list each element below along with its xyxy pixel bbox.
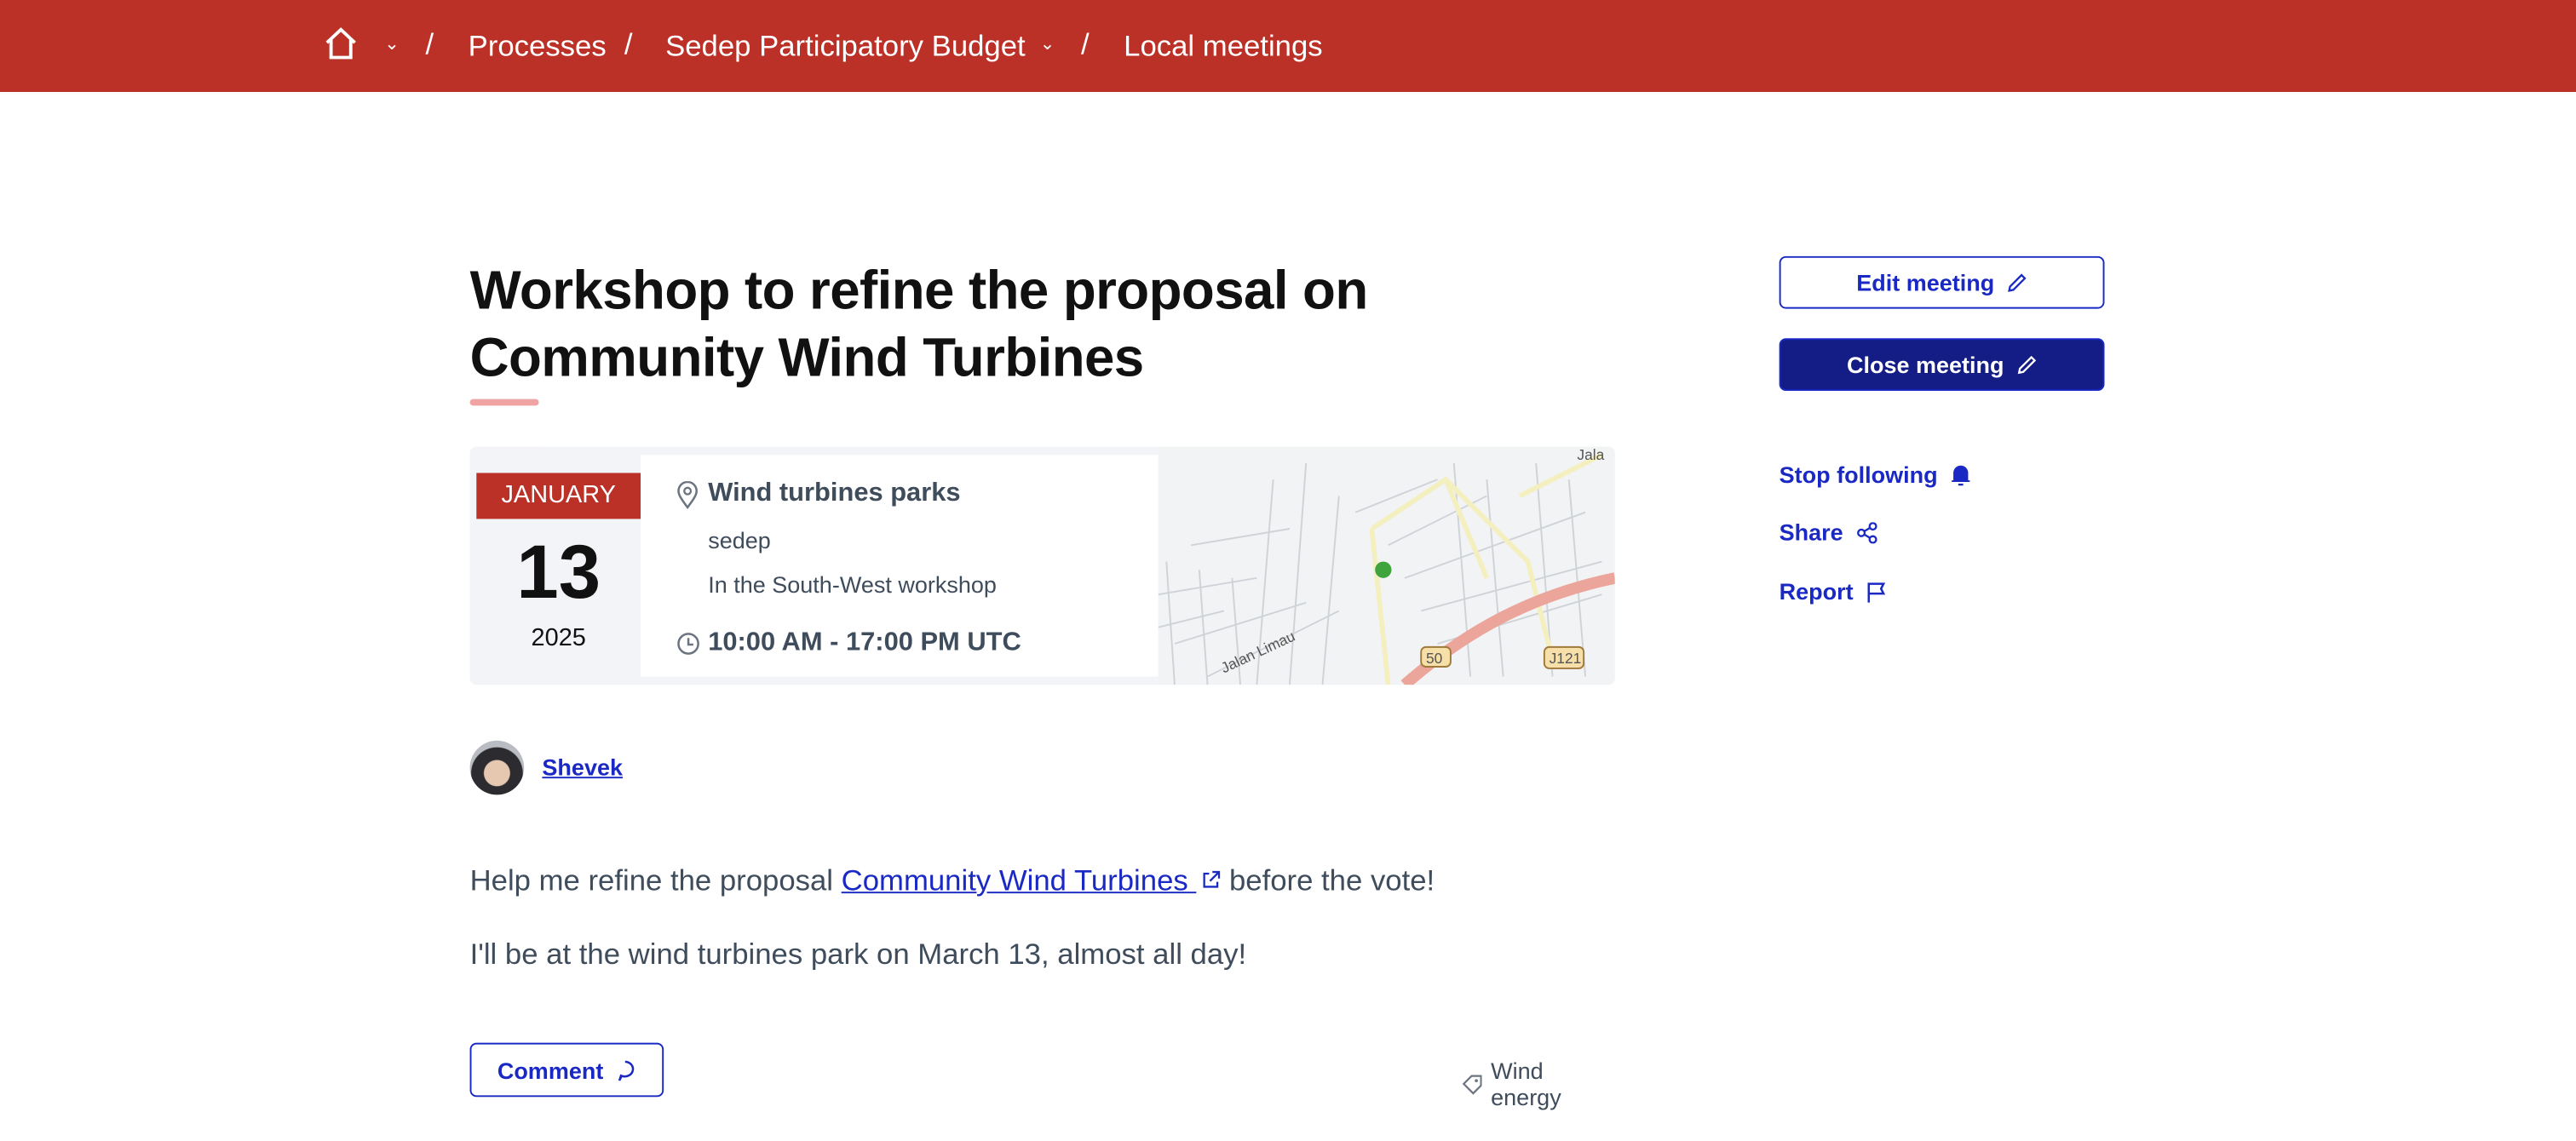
map-label-road-j121: J121 bbox=[1550, 650, 1582, 667]
breadcrumb-separator: / bbox=[425, 27, 434, 61]
map-label-road-50: 50 bbox=[1426, 650, 1442, 667]
comment-button[interactable]: Comment bbox=[469, 1042, 664, 1098]
date-month: JANUARY bbox=[476, 473, 641, 519]
meeting-info: Wind turbines parks sedep In the South-W… bbox=[641, 455, 1159, 677]
report-button[interactable]: Report bbox=[1780, 578, 1887, 605]
chevron-down-icon[interactable]: ⌄ bbox=[1039, 34, 1055, 54]
breadcrumb-local-meetings[interactable]: Local meetings bbox=[1124, 29, 1323, 63]
tag-icon bbox=[1462, 1074, 1482, 1094]
map-marker[interactable] bbox=[1375, 561, 1392, 578]
tag-wind-energy[interactable]: Wind energy bbox=[1462, 1058, 1614, 1110]
tag-label: Wind energy bbox=[1491, 1057, 1561, 1110]
location-pin-icon bbox=[677, 481, 698, 509]
comment-label: Comment bbox=[497, 1057, 604, 1083]
pencil-icon bbox=[2008, 273, 2027, 292]
breadcrumb-processes[interactable]: Processes bbox=[468, 29, 607, 63]
map-label-street-2: Jala bbox=[1577, 447, 1604, 463]
meeting-card: JANUARY 13 2025 Wind turbines parks sede… bbox=[469, 446, 1615, 685]
location-name: Wind turbines parks bbox=[708, 479, 961, 507]
external-link-icon bbox=[1203, 870, 1221, 888]
edit-meeting-button[interactable]: Edit meeting bbox=[1779, 255, 2105, 309]
edit-label: Edit meeting bbox=[1856, 269, 1995, 296]
bell-icon bbox=[1952, 465, 1971, 486]
top-bar: ⌄ / Processes / Sedep Participatory Budg… bbox=[0, 0, 2576, 92]
location-address: sedep bbox=[708, 527, 771, 553]
share-icon bbox=[1856, 521, 1877, 543]
date-year: 2025 bbox=[531, 623, 586, 652]
pencil-icon bbox=[2017, 355, 2036, 375]
description-text: before the vote! bbox=[1221, 863, 1435, 897]
breadcrumb-process[interactable]: Sedep Participatory Budget bbox=[665, 29, 1026, 63]
share-label: Share bbox=[1779, 519, 1843, 546]
description-paragraph-2: I'll be at the wind turbines park on Mar… bbox=[469, 937, 1247, 971]
clock-icon bbox=[677, 633, 699, 655]
avatar[interactable] bbox=[469, 740, 525, 795]
description-paragraph: Help me refine the proposal Community Wi… bbox=[470, 863, 1435, 898]
title-underline bbox=[469, 398, 539, 406]
close-meeting-button[interactable]: Close meeting bbox=[1779, 338, 2105, 391]
home-icon[interactable] bbox=[324, 26, 358, 60]
map[interactable]: Jalan Limau 50 J121 Jala bbox=[1158, 446, 1615, 685]
page-title: Workshop to refine the proposal on Commu… bbox=[469, 259, 1369, 388]
share-button[interactable]: Share bbox=[1780, 519, 1878, 545]
breadcrumb-separator: / bbox=[624, 27, 633, 61]
follow-label: Stop following bbox=[1779, 461, 1938, 488]
description-text: Help me refine the proposal bbox=[469, 863, 842, 897]
author-link[interactable]: Shevek bbox=[542, 754, 624, 781]
report-label: Report bbox=[1779, 577, 1854, 605]
stop-following-button[interactable]: Stop following bbox=[1780, 462, 1972, 488]
chevron-down-icon[interactable]: ⌄ bbox=[384, 34, 400, 54]
breadcrumb-separator: / bbox=[1080, 27, 1090, 61]
map-streets: Jalan Limau 50 J121 Jala bbox=[1158, 447, 1615, 685]
date-day: 13 bbox=[516, 528, 601, 615]
close-label: Close meeting bbox=[1846, 351, 2004, 378]
comment-icon bbox=[618, 1059, 635, 1081]
meeting-time: 10:00 AM - 17:00 PM UTC bbox=[708, 628, 1021, 657]
location-hints: In the South-West workshop bbox=[708, 571, 997, 598]
flag-icon bbox=[1867, 582, 1886, 602]
proposal-link[interactable]: Community Wind Turbines bbox=[841, 863, 1197, 897]
